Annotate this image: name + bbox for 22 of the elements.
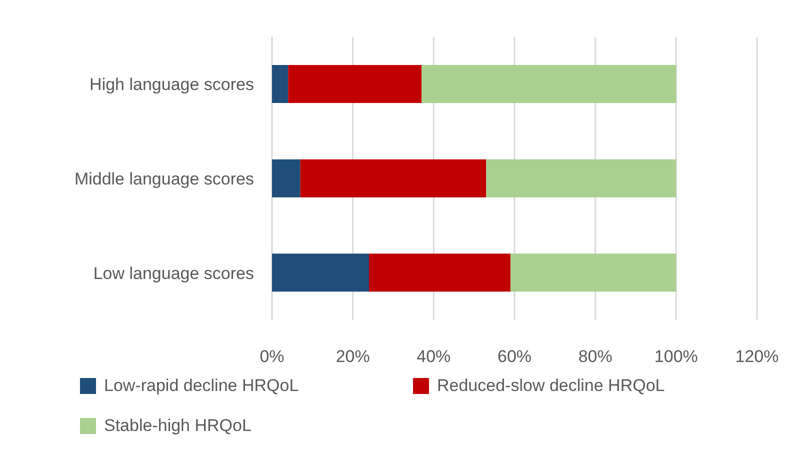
bar: [486, 159, 676, 198]
x-tick-label: 0%: [260, 347, 284, 366]
legend-label: Stable-high HRQoL: [104, 416, 252, 436]
x-tick-label: 80%: [578, 347, 612, 366]
bar: [288, 65, 422, 103]
bar: [300, 159, 486, 198]
x-tick-label: 40%: [416, 347, 451, 366]
x-tick-label: 60%: [497, 347, 532, 366]
bar: [272, 254, 369, 292]
bar: [272, 65, 288, 103]
x-tick-label: 120%: [735, 347, 779, 366]
legend-label: Reduced-slow decline HRQoL: [437, 376, 665, 396]
y-tick-label: Middle language scores: [74, 170, 254, 189]
bar: [369, 254, 510, 292]
legend-label: Low-rapid decline HRQoL: [104, 376, 299, 396]
bar: [510, 254, 676, 292]
y-tick-label: High language scores: [90, 75, 254, 94]
bar: [272, 159, 300, 198]
x-tick-label: 20%: [336, 347, 370, 366]
bar: [422, 65, 676, 103]
x-tick-label: 100%: [654, 347, 698, 366]
y-tick-label: Low language scores: [93, 264, 254, 283]
